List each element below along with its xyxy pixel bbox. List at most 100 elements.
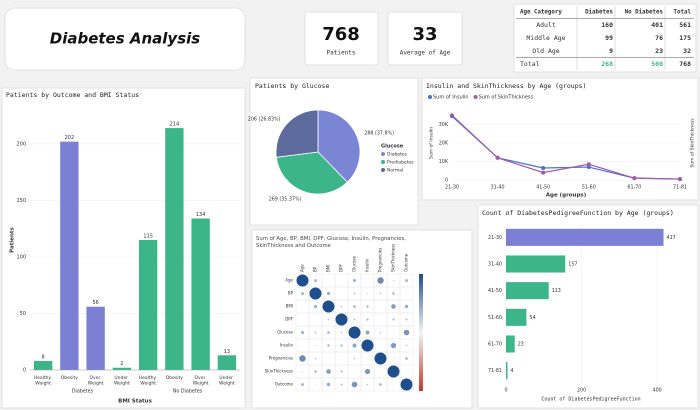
bar <box>191 218 210 370</box>
row-label: Age <box>285 278 293 283</box>
corr-dot <box>314 357 317 360</box>
legend-swatch <box>381 160 385 164</box>
bar <box>165 128 184 370</box>
y-axis-title: Patients <box>10 226 16 252</box>
corr-dot <box>404 304 409 309</box>
y-tick-label: 61-70 <box>488 342 502 348</box>
y-tick-label: 31-40 <box>488 262 502 268</box>
x-tick-label: Under Weight <box>114 375 130 387</box>
table-cell: Total <box>520 60 540 68</box>
corr-dot <box>377 277 384 284</box>
corr-dot <box>348 326 361 339</box>
corr-dot <box>327 331 330 334</box>
table-cell: 23 <box>655 47 663 55</box>
data-label: 206 (26.83%) <box>248 116 281 122</box>
corr-dot <box>403 329 410 336</box>
data-label: 202 <box>65 135 75 141</box>
corr-dot <box>379 383 382 386</box>
x-axis-title: Age (groups) <box>546 193 587 199</box>
corr-dot <box>326 382 331 387</box>
panel-title: Patients by Outcome and BMI Status <box>6 91 139 99</box>
kpi-card <box>387 11 463 66</box>
x-tick-label: Obesity <box>61 375 79 381</box>
corr-dot <box>352 278 357 283</box>
x-tick-label: 41-50 <box>536 185 550 191</box>
table-header: Diabetes <box>585 10 613 16</box>
legend-label: Prediabetes <box>387 160 414 166</box>
corr-dot <box>351 381 358 388</box>
y-tick-label: 0 <box>23 368 26 374</box>
corr-dot <box>301 370 304 373</box>
data-label: 8 <box>42 354 45 360</box>
bar <box>506 335 515 353</box>
table-cell: Middle Age <box>526 34 565 42</box>
corr-dot <box>391 304 396 309</box>
y-tick-label: 71-81 <box>488 368 502 374</box>
col-label: DPF <box>339 264 344 272</box>
corr-dot <box>326 369 331 374</box>
corr-dot <box>301 383 304 386</box>
corr-dot <box>309 287 322 300</box>
x-tick-label: 200 <box>577 388 586 394</box>
corr-dot <box>406 371 407 372</box>
col-label: Outcome <box>404 253 409 272</box>
data-label: 113 <box>552 288 561 294</box>
y-tick-label: 0 <box>445 178 448 184</box>
col-label: Insulin <box>365 258 370 272</box>
kpi-label: Average of Age <box>400 50 451 57</box>
y2-axis-title: Sum of SkinThickness <box>690 118 696 168</box>
corr-dot <box>313 304 318 309</box>
corr-dot <box>300 330 305 335</box>
corr-dot <box>366 305 369 308</box>
corr-dot <box>379 331 382 334</box>
legend-label: Diabetes <box>387 152 408 158</box>
corr-dot <box>340 344 343 347</box>
bar <box>217 355 237 370</box>
corr-dot <box>327 344 330 347</box>
legend-title: Glucose <box>381 144 404 150</box>
pie-slice <box>275 151 348 195</box>
pie-slice <box>317 109 361 183</box>
y-tick-label: 41-50 <box>488 288 502 294</box>
legend-label: Sum of SkinThickness <box>479 95 534 101</box>
table-cell: 32 <box>683 47 691 55</box>
data-label: 23 <box>518 342 524 348</box>
pie-slice <box>275 109 319 158</box>
table-cell: Old Age <box>532 47 559 55</box>
corr-dot <box>405 344 408 347</box>
corr-dot <box>374 352 387 365</box>
y-axis-title: Sum of Insulin <box>429 127 435 159</box>
corr-dot <box>340 305 343 308</box>
x-tick-label: 71-81 <box>673 185 687 191</box>
data-label: 4 <box>511 368 514 374</box>
row-label: SkinThickness <box>265 369 293 374</box>
data-label: 417 <box>667 235 676 241</box>
bar <box>138 240 158 370</box>
corr-dot <box>353 292 356 295</box>
col-label: Age <box>300 264 305 272</box>
x-tick-label: 61-70 <box>627 185 641 191</box>
corr-dot <box>352 343 357 348</box>
col-label: Pregnancies <box>378 248 383 272</box>
corr-dot <box>392 318 395 321</box>
corr-dot <box>340 331 343 334</box>
bar <box>112 367 132 370</box>
corr-dot <box>314 344 317 347</box>
x-axis-title: Count of DiabetesPedigreeFunction <box>541 397 640 403</box>
data-label: 157 <box>568 262 577 268</box>
x-tick-label: 400 <box>653 388 662 394</box>
bar <box>506 308 527 326</box>
line-point <box>541 170 546 175</box>
corr-dot <box>365 330 370 335</box>
corr-dot <box>335 313 348 326</box>
bar <box>60 141 79 370</box>
x-tick-label: Over Weight <box>88 375 104 387</box>
x-axis-title: BMI Status <box>118 399 152 405</box>
kpi-card <box>304 11 379 66</box>
bar <box>506 228 664 246</box>
bar <box>86 306 105 370</box>
corr-dot <box>366 318 369 321</box>
corr-dot <box>340 370 343 373</box>
y-tick-label: 10K <box>439 159 449 165</box>
